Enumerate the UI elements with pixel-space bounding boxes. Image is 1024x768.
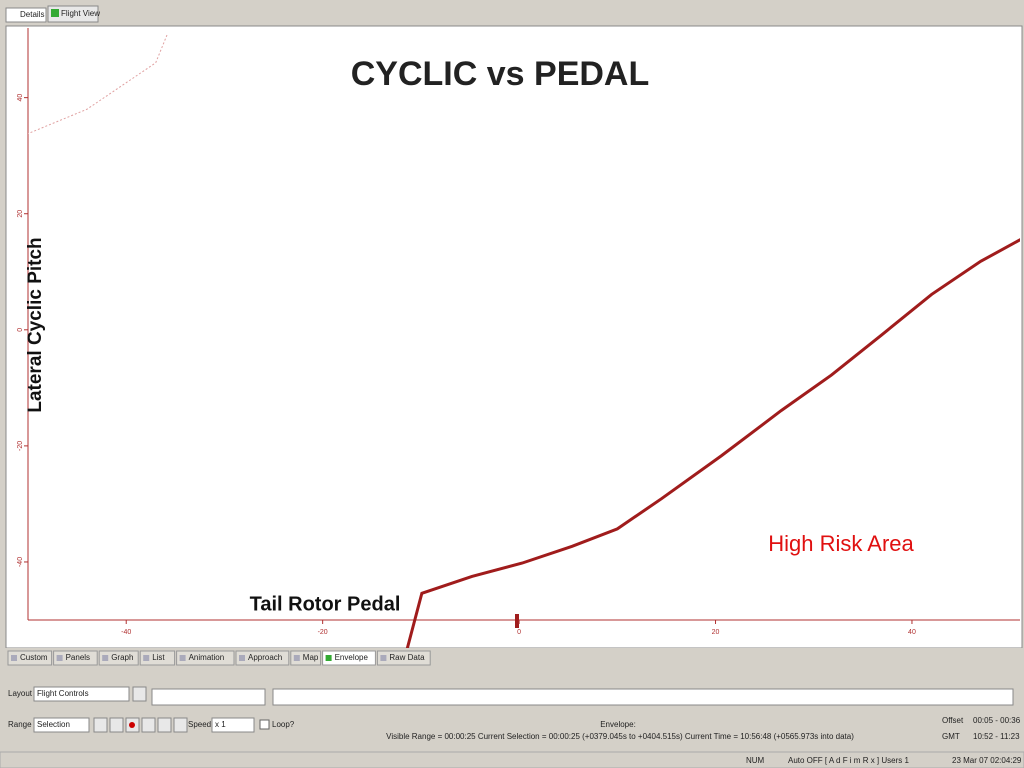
y-axis-label: Lateral Cyclic Pitch xyxy=(25,237,46,412)
tab[interactable] xyxy=(235,650,290,666)
tab-label: Details xyxy=(20,10,44,19)
top-bar xyxy=(0,0,1024,26)
label: Envelope: xyxy=(600,720,636,729)
tab[interactable] xyxy=(5,7,47,23)
y-tick-label: -20 xyxy=(17,441,24,451)
tab[interactable] xyxy=(98,650,139,666)
button[interactable] xyxy=(157,717,172,733)
tab-label: Raw Data xyxy=(389,653,425,662)
label: Layout xyxy=(8,689,33,698)
tab[interactable] xyxy=(176,650,235,666)
status-bar xyxy=(0,751,1024,768)
tab-label: List xyxy=(152,653,165,662)
x-tick-label: 0 xyxy=(517,629,521,636)
tab-icon xyxy=(56,655,63,661)
tab-icon xyxy=(380,655,387,661)
dropdown[interactable] xyxy=(33,717,90,733)
status-item: 23 Mar 07 02:04:29 xyxy=(952,756,1022,765)
label: Speed xyxy=(188,720,211,729)
info: Visible Range = 00:00:25 Current Selecti… xyxy=(386,732,854,741)
dropdown-value: Selection xyxy=(37,720,70,729)
tab[interactable] xyxy=(139,650,176,666)
y-tick-label: 0 xyxy=(17,328,24,332)
tab[interactable] xyxy=(53,650,98,666)
x-tick-label: 40 xyxy=(908,629,916,636)
y-tick-label: 40 xyxy=(17,94,24,102)
tab[interactable] xyxy=(376,650,431,666)
tab-icon xyxy=(102,655,109,661)
tab-label: Envelope xyxy=(335,653,369,662)
tab-label: Flight View xyxy=(61,9,100,18)
tab-label: Panels xyxy=(66,653,90,662)
x-tick-label: -40 xyxy=(121,629,131,636)
status-item: NUM xyxy=(746,756,765,765)
checkbox-label: Loop? xyxy=(272,720,295,729)
label: GMT xyxy=(942,732,960,741)
label: Range xyxy=(8,720,32,729)
tab[interactable] xyxy=(290,650,322,666)
button[interactable] xyxy=(109,717,124,733)
value: 00:05 - 00:36 xyxy=(973,716,1021,725)
button[interactable] xyxy=(93,717,108,733)
tab-icon xyxy=(11,655,17,661)
tab-label: Graph xyxy=(111,653,133,662)
dropdown-value: x 1 xyxy=(215,720,226,729)
tab-label: Map xyxy=(303,653,319,662)
x-axis-label: Tail Rotor Pedal xyxy=(250,593,401,615)
timeline[interactable] xyxy=(272,688,1014,706)
tab-icon xyxy=(51,9,59,17)
chart-panel xyxy=(5,25,1023,649)
checkbox[interactable] xyxy=(259,719,270,730)
tab-icon xyxy=(239,655,245,661)
slider[interactable] xyxy=(151,688,266,706)
tab-icon xyxy=(179,655,186,661)
y-tick-label: -40 xyxy=(17,557,24,567)
status-item: Auto OFF [ A d F i m R x ] Users 1 xyxy=(788,756,909,765)
tab[interactable] xyxy=(7,650,53,666)
value: 10:52 - 11:23 xyxy=(973,732,1020,741)
y-tick-label: 20 xyxy=(17,210,24,218)
x-tick-label: -20 xyxy=(318,629,328,636)
button[interactable] xyxy=(132,686,147,702)
tab-label: Approach xyxy=(248,653,282,662)
tab-icon xyxy=(143,655,150,661)
record-icon xyxy=(129,722,135,728)
button[interactable] xyxy=(173,717,188,733)
tab-label: Custom xyxy=(20,653,48,662)
dropdown[interactable] xyxy=(211,717,255,733)
annotation: High Risk Area xyxy=(768,531,914,556)
dropdown[interactable] xyxy=(33,686,130,702)
chart-title: CYCLIC vs PEDAL xyxy=(351,55,650,93)
button[interactable] xyxy=(141,717,156,733)
tab[interactable] xyxy=(322,650,376,666)
dropdown-value: Flight Controls xyxy=(37,689,89,698)
x-tick-label: 20 xyxy=(712,629,720,636)
label: Offset xyxy=(942,716,964,725)
tab-icon xyxy=(325,655,332,661)
tab[interactable] xyxy=(47,5,99,23)
cursor-marker xyxy=(515,614,519,628)
tab-icon xyxy=(293,655,300,661)
tab-label: Animation xyxy=(189,653,225,662)
data-line xyxy=(405,238,1020,648)
